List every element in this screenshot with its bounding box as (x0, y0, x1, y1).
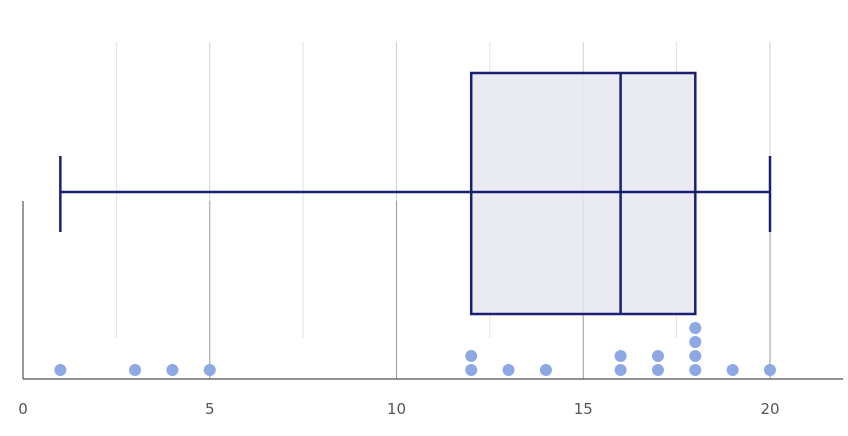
box-iqr (469, 71, 697, 316)
data-point (166, 364, 179, 376)
data-point (764, 364, 776, 376)
data-point (689, 350, 702, 362)
data-point (614, 350, 627, 362)
data-point (465, 364, 478, 376)
data-point (614, 364, 627, 376)
x-tick-label: 20 (760, 400, 779, 418)
data-point (651, 364, 664, 376)
data-point (726, 364, 739, 376)
data-point (465, 350, 478, 362)
data-point (689, 364, 702, 376)
data-point (539, 364, 552, 376)
x-tick-label: 15 (574, 400, 593, 418)
dot-plot (54, 322, 776, 376)
axes (22, 201, 843, 380)
data-point (651, 350, 664, 362)
data-point (689, 322, 702, 334)
data-point (502, 364, 515, 376)
x-tick-label: 0 (18, 400, 28, 418)
x-tick-label: 5 (205, 400, 215, 418)
data-point (689, 336, 702, 348)
x-tick-label: 10 (387, 400, 406, 418)
data-point (129, 364, 142, 376)
data-point (54, 364, 67, 376)
x-axis-tick-labels: 0 5 10 15 20 (18, 400, 779, 418)
box-plot (59, 71, 772, 316)
data-point (203, 364, 216, 376)
